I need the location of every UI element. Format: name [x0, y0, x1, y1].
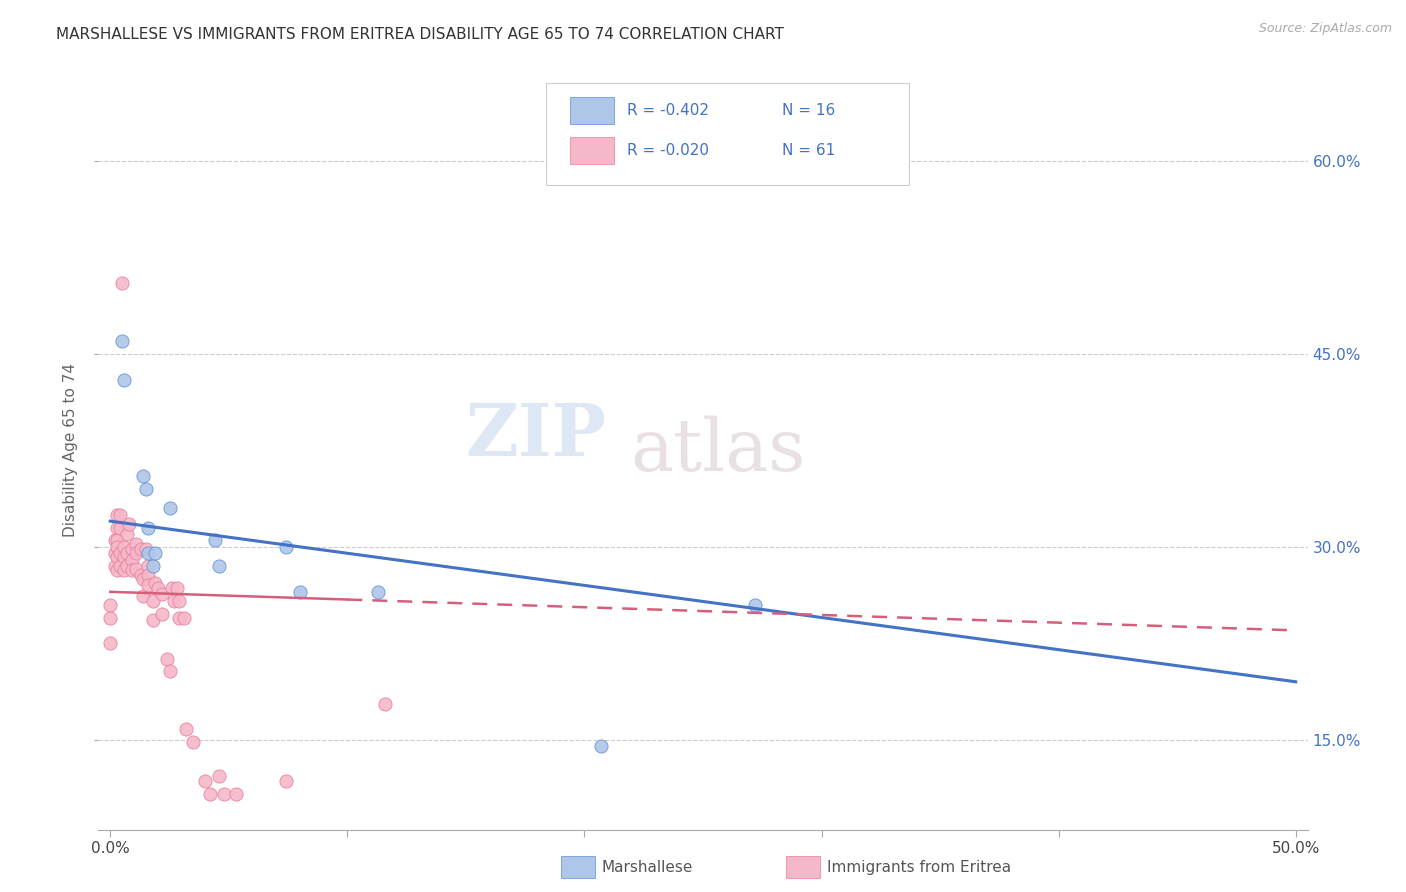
Point: [288, 584, 311, 599]
Point: [136, 578, 159, 592]
Point: [125, 537, 148, 551]
Point: [129, 568, 152, 582]
Point: [208, 559, 231, 574]
FancyBboxPatch shape: [546, 83, 908, 186]
Text: R = -0.402: R = -0.402: [627, 103, 709, 119]
Point: [114, 540, 136, 554]
Point: [105, 533, 128, 548]
Text: N = 61: N = 61: [782, 143, 835, 158]
Point: [173, 610, 195, 624]
Point: [105, 508, 128, 522]
Point: [374, 697, 396, 711]
Y-axis label: Disability Age 65 to 74: Disability Age 65 to 74: [63, 363, 79, 538]
Point: [108, 520, 131, 534]
Point: [135, 542, 157, 557]
Point: [167, 594, 190, 608]
Point: [115, 546, 138, 560]
Point: [98, 636, 121, 650]
Point: [108, 559, 131, 574]
Point: [166, 581, 188, 595]
Point: [181, 735, 204, 749]
Text: R = -0.020: R = -0.020: [627, 143, 709, 158]
Point: [98, 598, 121, 612]
Point: [111, 277, 134, 291]
Point: [159, 501, 181, 516]
Point: [225, 787, 247, 801]
Point: [129, 542, 152, 557]
Point: [143, 546, 166, 560]
Point: [159, 665, 181, 679]
Text: atlas: atlas: [630, 415, 806, 486]
Point: [136, 546, 159, 560]
FancyBboxPatch shape: [569, 136, 613, 164]
Point: [108, 508, 131, 522]
Point: [198, 787, 221, 801]
Text: Marshallese: Marshallese: [602, 860, 693, 874]
Text: Immigrants from Eritrea: Immigrants from Eritrea: [827, 860, 1011, 874]
Point: [156, 651, 179, 665]
Point: [167, 610, 190, 624]
Point: [132, 469, 155, 483]
Point: [118, 516, 141, 531]
Point: [114, 550, 136, 565]
Point: [152, 607, 174, 621]
Point: [152, 587, 174, 601]
Point: [146, 581, 169, 595]
Point: [160, 581, 183, 595]
Point: [104, 533, 127, 548]
Point: [174, 723, 197, 737]
FancyBboxPatch shape: [569, 97, 613, 125]
Point: [105, 563, 128, 577]
Text: Source: ZipAtlas.com: Source: ZipAtlas.com: [1258, 22, 1392, 36]
Point: [142, 613, 165, 627]
Point: [367, 584, 389, 599]
Point: [121, 542, 143, 557]
Point: [132, 572, 155, 586]
Point: [121, 563, 143, 577]
Point: [136, 520, 159, 534]
Point: [136, 568, 159, 582]
Point: [132, 589, 155, 603]
Point: [589, 739, 612, 753]
Point: [114, 563, 136, 577]
Point: [744, 598, 766, 612]
Point: [115, 559, 138, 574]
Point: [111, 334, 134, 349]
Point: [142, 594, 165, 608]
Point: [204, 533, 226, 548]
Text: ZIP: ZIP: [465, 400, 606, 471]
Text: MARSHALLESE VS IMMIGRANTS FROM ERITREA DISABILITY AGE 65 TO 74 CORRELATION CHART: MARSHALLESE VS IMMIGRANTS FROM ERITREA D…: [56, 27, 785, 42]
Point: [212, 787, 235, 801]
Point: [136, 559, 159, 574]
Point: [105, 540, 128, 554]
Point: [194, 773, 217, 788]
Point: [125, 546, 148, 560]
Point: [143, 575, 166, 590]
Point: [125, 562, 148, 576]
Point: [163, 594, 186, 608]
Point: [104, 546, 127, 560]
Point: [98, 610, 121, 624]
Point: [274, 540, 297, 554]
Point: [274, 773, 297, 788]
Point: [105, 520, 128, 534]
Point: [105, 550, 128, 565]
Point: [135, 482, 157, 496]
Point: [114, 373, 136, 387]
Point: [121, 552, 143, 566]
Point: [142, 559, 165, 574]
Text: N = 16: N = 16: [782, 103, 835, 119]
Point: [208, 768, 231, 782]
Point: [108, 546, 131, 560]
Point: [115, 527, 138, 541]
Point: [104, 559, 127, 574]
